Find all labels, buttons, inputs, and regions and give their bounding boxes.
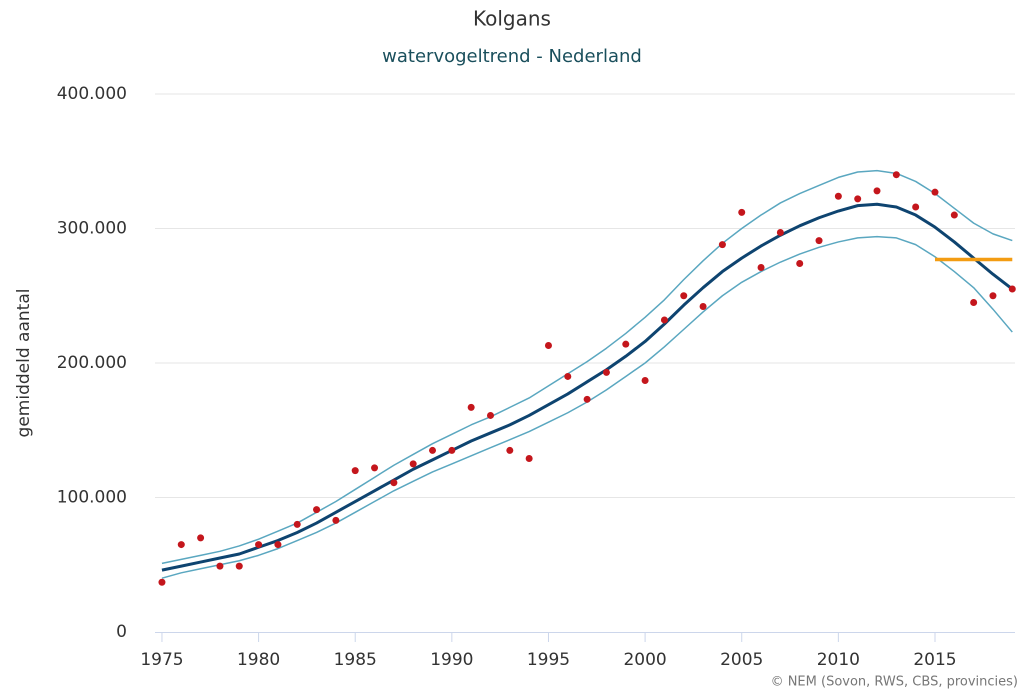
data-point bbox=[931, 188, 939, 196]
x-tick-label: 2000 bbox=[623, 650, 666, 670]
data-point bbox=[660, 316, 668, 324]
x-tick-label: 2010 bbox=[817, 650, 860, 670]
data-point bbox=[680, 292, 688, 300]
data-point bbox=[757, 264, 765, 272]
data-point bbox=[274, 541, 282, 549]
data-point bbox=[989, 292, 997, 300]
chart-title: Kolgans bbox=[473, 7, 551, 31]
series-line bbox=[161, 169, 1013, 565]
y-tick-label: 400.000 bbox=[57, 84, 127, 104]
y-axis-label: gemiddeld aantal bbox=[14, 289, 34, 438]
data-point bbox=[583, 395, 591, 403]
data-point bbox=[197, 534, 205, 542]
data-point bbox=[293, 520, 301, 528]
data-point bbox=[815, 237, 823, 245]
data-point bbox=[622, 340, 630, 348]
data-point bbox=[1008, 285, 1016, 293]
data-point bbox=[467, 403, 475, 411]
x-tick-label: 2005 bbox=[720, 650, 763, 670]
data-point bbox=[158, 578, 166, 586]
data-point bbox=[390, 479, 398, 487]
y-tick-label: 100.000 bbox=[57, 488, 127, 508]
data-point bbox=[796, 259, 804, 267]
x-tick-label: 2015 bbox=[913, 650, 956, 670]
data-point bbox=[738, 208, 746, 216]
data-point bbox=[332, 516, 340, 524]
data-point bbox=[564, 372, 572, 380]
y-tick-label: 0 bbox=[116, 622, 127, 642]
series-line bbox=[161, 202, 1014, 572]
data-point bbox=[602, 368, 610, 376]
data-point bbox=[699, 303, 707, 311]
x-tick-label: 1975 bbox=[140, 650, 183, 670]
data-point bbox=[950, 211, 958, 219]
data-point bbox=[834, 192, 842, 200]
data-point bbox=[854, 195, 862, 203]
x-tick-label: 1990 bbox=[430, 650, 473, 670]
data-point bbox=[718, 241, 726, 249]
data-point bbox=[351, 467, 359, 475]
data-point bbox=[409, 460, 417, 468]
x-tick-label: 1980 bbox=[237, 650, 280, 670]
x-tick-label: 1985 bbox=[334, 650, 377, 670]
y-tick-label: 300.000 bbox=[57, 219, 127, 239]
y-tick-label: 200.000 bbox=[57, 353, 127, 373]
data-point bbox=[544, 342, 552, 350]
data-point bbox=[486, 411, 494, 419]
data-point bbox=[255, 541, 263, 549]
data-point bbox=[448, 446, 456, 454]
credit: © NEM (Sovon, RWS, CBS, provincies) bbox=[771, 675, 1018, 690]
data-point bbox=[892, 171, 900, 179]
data-point bbox=[873, 187, 881, 195]
data-point bbox=[641, 376, 649, 384]
data-point bbox=[506, 446, 514, 454]
data-point bbox=[525, 454, 533, 462]
chart-subtitle: watervogeltrend - Nederland bbox=[382, 46, 642, 67]
data-point bbox=[776, 229, 784, 237]
data-point bbox=[970, 298, 978, 306]
data-point bbox=[313, 506, 321, 514]
data-point bbox=[429, 446, 437, 454]
data-point bbox=[216, 562, 224, 570]
data-point bbox=[371, 464, 379, 472]
data-point bbox=[177, 541, 185, 549]
data-point bbox=[912, 203, 920, 211]
data-point bbox=[235, 562, 243, 570]
x-tick-label: 1995 bbox=[527, 650, 570, 670]
